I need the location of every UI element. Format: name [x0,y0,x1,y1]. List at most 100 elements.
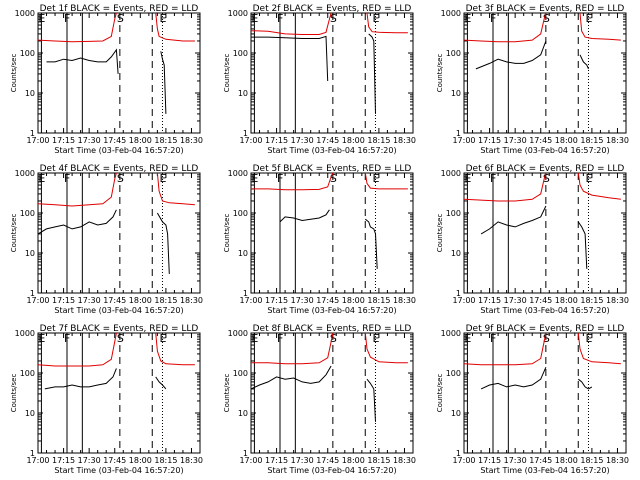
lld-rate-line [37,172,117,207]
y-tick-label: 1 [30,449,35,458]
chart-title: Det 4f BLACK = Events, RED = LLD [40,164,199,174]
event-rate-line [250,365,332,390]
event-marker-label: F [64,172,70,185]
event-marker-label: S [543,332,550,345]
x-tick-label: 18:00 [129,296,152,305]
y-tick-label: 100 [446,209,461,218]
x-tick-label: 17:15 [478,296,501,305]
lld-rate-line [364,332,408,364]
chart-panel-7: Det 7f BLACK = Events, RED = LLD 1 10 100 10… [10,324,203,475]
event-marker-label: S [543,12,550,25]
y-tick-label: 10 [451,89,461,98]
y-tick-label: 10 [238,89,248,98]
event-marker-label: E [38,172,45,185]
x-tick-label: 17:45 [103,136,126,145]
x-tick-label: 17:15 [478,136,501,145]
event-marker-label: F [490,12,496,25]
y-tick-label: 1000 [15,169,35,178]
x-tick-label: 17:30 [504,136,527,145]
event-marker-label: E [585,172,592,185]
x-tick-label: 17:15 [265,456,288,465]
x-tick-label: 18:30 [393,296,416,305]
x-tick-label: 18:15 [580,296,603,305]
x-tick-label: 18:30 [393,136,416,145]
event-marker-label: S [330,332,337,345]
event-marker-label: E [159,12,166,25]
x-tick-label: 18:30 [180,456,203,465]
lld-rate-line [250,12,332,35]
x-tick-label: 17:45 [529,136,552,145]
event-rate-line [279,209,330,223]
y-tick-label: 100 [233,369,248,378]
x-tick-label: 18:15 [154,136,177,145]
event-rate-line [251,35,329,82]
y-tick-label: 100 [446,49,461,58]
y-tick-label: 10 [25,249,35,258]
y-tick-label: 10 [238,409,248,418]
x-tick-label: 18:30 [180,296,203,305]
event-marker-label: F [64,12,70,25]
x-tick-label: 17:45 [529,456,552,465]
x-tick-label: 17:15 [52,456,75,465]
y-tick-label: 10 [451,409,461,418]
x-tick-label: 17:00 [239,296,262,305]
chart-panel-1: Det 1f BLACK = Events, RED = LLD 1 10 100 10… [10,4,203,155]
x-tick-label: 17:00 [26,136,49,145]
event-marker-label: E [251,172,258,185]
x-tick-label: 17:30 [504,456,527,465]
x-tick-label: 17:45 [316,136,339,145]
chart-panel-6: Det 6f BLACK = Events, RED = LLD 1 10 100 10… [436,164,629,315]
x-tick-label: 18:00 [129,136,152,145]
x-tick-label: 17:30 [78,456,101,465]
event-marker-label: F [490,172,496,185]
x-tick-label: 17:15 [52,136,75,145]
event-marker-label: S [330,172,337,185]
y-tick-label: 1 [30,289,35,298]
lld-rate-line [251,172,334,191]
x-tick-label: 18:15 [154,456,177,465]
y-axis-label: Counts/sec [10,54,18,93]
event-marker-label: S [117,172,124,185]
y-tick-label: 1 [243,129,248,138]
y-tick-label: 100 [233,209,248,218]
y-tick-label: 1 [243,449,248,458]
y-tick-label: 1 [30,129,35,138]
event-marker-label: E [372,332,379,345]
event-rate-line [156,212,170,274]
chart-panel-3: Det 3f BLACK = Events, RED = LLD 1 10 100 10… [436,4,629,155]
y-axis-label: Counts/sec [10,374,18,413]
y-tick-label: 1000 [15,329,35,338]
x-tick-label: 18:00 [129,456,152,465]
y-axis-label: Counts/sec [10,214,18,253]
event-marker-label: E [372,12,379,25]
event-rate-line [480,205,547,235]
lld-rate-line [156,172,195,206]
y-tick-label: 1000 [441,329,461,338]
x-tick-label: 17:15 [52,296,75,305]
y-axis-label: Counts/sec [223,214,231,253]
x-tick-label: 18:30 [606,456,629,465]
event-marker-label: E [464,332,471,345]
event-marker-label: S [543,172,550,185]
y-tick-label: 10 [25,89,35,98]
plot-frame [463,12,627,134]
chart-title: Det 9f BLACK = Events, RED = LLD [466,324,625,334]
event-marker-label: S [330,12,337,25]
event-rate-line [366,378,376,422]
event-marker-label: F [277,12,283,25]
x-tick-label: 17:00 [452,296,475,305]
chart-title: Det 7f BLACK = Events, RED = LLD [40,324,199,334]
plot-frame [250,332,414,454]
y-tick-label: 1000 [441,169,461,178]
x-tick-label: 17:45 [316,456,339,465]
event-rate-line [155,376,167,390]
chart-panel-8: Det 8f BLACK = Events, RED = LLD 1 10 100 10… [223,324,416,475]
x-tick-label: 17:30 [291,456,314,465]
event-marker-label: E [251,332,258,345]
x-tick-label: 18:30 [180,136,203,145]
event-rate-line [46,48,119,74]
event-rate-line [37,209,117,235]
x-tick-label: 18:00 [555,296,578,305]
x-tick-label: 17:30 [291,296,314,305]
